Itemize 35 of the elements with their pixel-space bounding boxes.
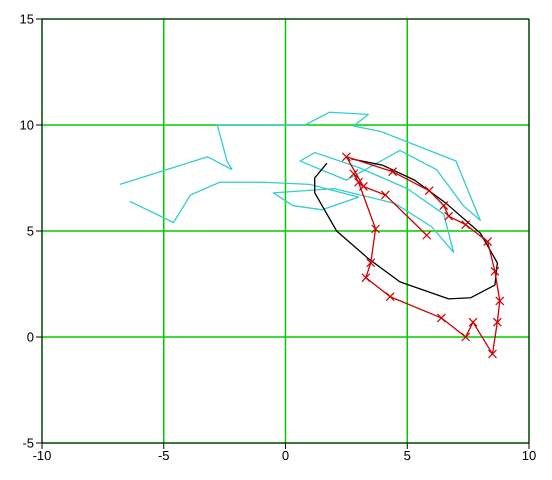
point	[483, 237, 492, 246]
point	[370, 224, 380, 234]
point	[388, 167, 398, 176]
point	[468, 318, 478, 327]
point	[488, 349, 498, 359]
point	[422, 230, 432, 240]
y-tick-label: 10	[20, 118, 34, 133]
point	[461, 332, 470, 342]
point	[358, 182, 368, 192]
y-tick-label: 5	[26, 224, 34, 239]
point	[342, 152, 351, 162]
x-tick-label: 5	[404, 448, 411, 464]
point	[436, 313, 446, 323]
point	[444, 212, 454, 221]
line-series	[314, 158, 498, 300]
point	[361, 273, 370, 282]
point	[366, 258, 376, 268]
point	[386, 292, 395, 302]
point	[439, 200, 448, 210]
point	[349, 169, 358, 178]
point	[380, 190, 390, 200]
y-tick-label: 0	[26, 330, 34, 345]
x-tick-label: 10	[522, 448, 536, 464]
point	[490, 266, 500, 276]
point	[495, 296, 504, 306]
line-series	[119, 112, 481, 253]
point	[492, 318, 502, 327]
y-tick-label: 15	[20, 12, 34, 27]
x-tick-label: -10	[32, 448, 52, 464]
x-tick-label: 0	[282, 448, 290, 464]
point	[461, 220, 470, 230]
point	[424, 186, 434, 196]
y-tick-label: -5	[22, 436, 34, 451]
x-tick-label: -5	[158, 448, 170, 464]
point	[354, 178, 364, 187]
